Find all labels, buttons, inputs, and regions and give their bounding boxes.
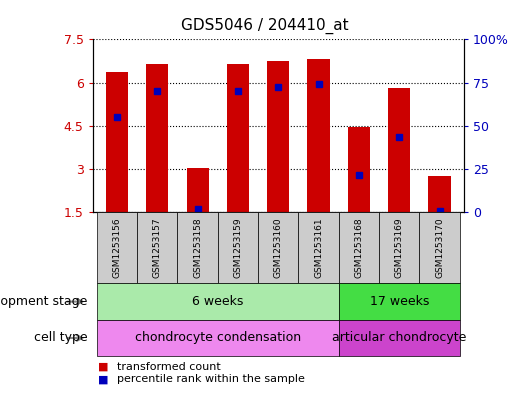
Text: GSM1253159: GSM1253159 (233, 217, 242, 278)
Bar (227, 64, 249, 212)
Text: GSM1253157: GSM1253157 (153, 217, 162, 278)
Bar (106, 72, 128, 212)
Bar (97, 212, 137, 283)
Bar (339, 212, 379, 283)
Text: 17 weeks: 17 weeks (369, 295, 429, 308)
Text: 6 weeks: 6 weeks (192, 295, 243, 308)
Text: cell type: cell type (34, 331, 87, 345)
Text: GSM1253158: GSM1253158 (193, 217, 202, 278)
Text: development stage: development stage (0, 295, 87, 308)
Bar (379, 212, 419, 283)
Text: chondrocyte condensation: chondrocyte condensation (135, 331, 301, 345)
Bar (419, 212, 460, 283)
Bar (307, 59, 330, 212)
Bar (146, 64, 169, 212)
Bar (187, 169, 209, 212)
Text: GSM1253161: GSM1253161 (314, 217, 323, 278)
Text: ■: ■ (98, 362, 109, 372)
Text: ■: ■ (98, 374, 109, 384)
Text: GSM1253160: GSM1253160 (274, 217, 282, 278)
Bar (298, 212, 339, 283)
Text: GSM1253169: GSM1253169 (395, 217, 404, 278)
Text: GSM1253168: GSM1253168 (355, 217, 364, 278)
Text: percentile rank within the sample: percentile rank within the sample (117, 374, 304, 384)
Bar (258, 212, 298, 283)
Bar (428, 176, 450, 212)
Bar (348, 127, 370, 212)
Text: transformed count: transformed count (117, 362, 220, 372)
Bar (388, 88, 410, 212)
Text: GSM1253156: GSM1253156 (112, 217, 121, 278)
Bar (267, 61, 289, 212)
Bar (97, 320, 339, 356)
Bar (339, 320, 460, 356)
Text: GDS5046 / 204410_at: GDS5046 / 204410_at (181, 18, 349, 34)
Bar (178, 212, 218, 283)
Bar (339, 283, 460, 320)
Bar (137, 212, 178, 283)
Text: GSM1253170: GSM1253170 (435, 217, 444, 278)
Text: articular chondrocyte: articular chondrocyte (332, 331, 466, 345)
Bar (218, 212, 258, 283)
Bar (97, 283, 339, 320)
